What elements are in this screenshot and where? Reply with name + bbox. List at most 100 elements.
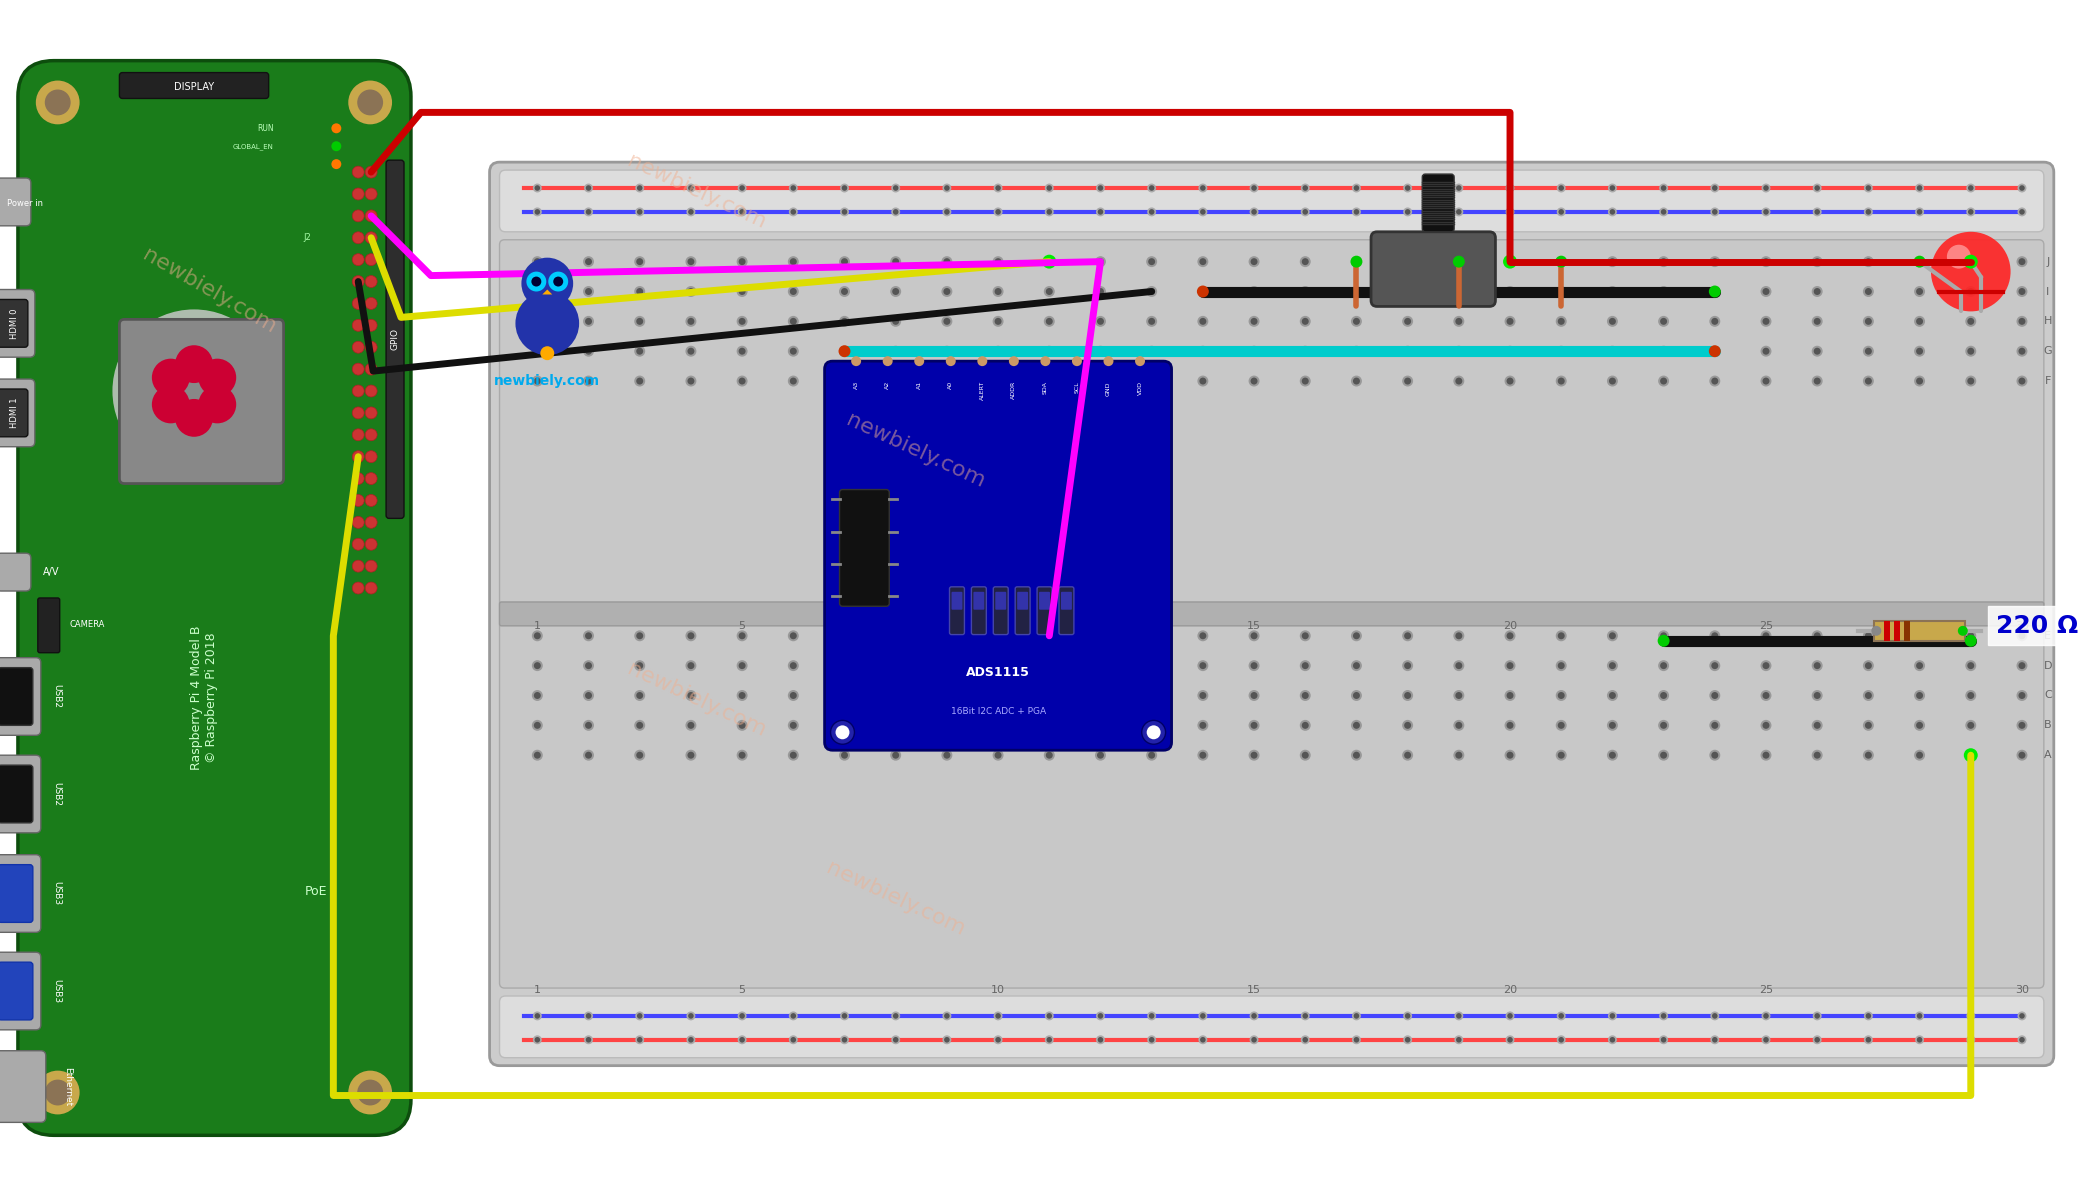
Circle shape bbox=[1406, 1037, 1410, 1043]
Circle shape bbox=[636, 183, 644, 192]
Circle shape bbox=[1351, 255, 1362, 267]
Circle shape bbox=[992, 257, 1004, 267]
Circle shape bbox=[1556, 690, 1567, 701]
Circle shape bbox=[1454, 750, 1464, 760]
Circle shape bbox=[1506, 258, 1513, 265]
Bar bbox=[1904, 621, 1910, 640]
Text: 15: 15 bbox=[1247, 985, 1261, 996]
FancyBboxPatch shape bbox=[1015, 587, 1029, 634]
Circle shape bbox=[1404, 348, 1412, 355]
Circle shape bbox=[943, 318, 950, 324]
Circle shape bbox=[1914, 316, 1925, 327]
Circle shape bbox=[2019, 287, 2025, 295]
Circle shape bbox=[584, 183, 592, 192]
Circle shape bbox=[1201, 209, 1205, 215]
Circle shape bbox=[1872, 626, 1881, 636]
FancyBboxPatch shape bbox=[994, 587, 1008, 634]
Circle shape bbox=[1764, 752, 1770, 759]
Circle shape bbox=[1661, 258, 1667, 265]
Circle shape bbox=[941, 631, 952, 642]
Circle shape bbox=[113, 309, 276, 473]
Circle shape bbox=[1096, 287, 1105, 295]
Circle shape bbox=[738, 752, 745, 759]
Circle shape bbox=[586, 258, 592, 265]
Text: HDMI 0: HDMI 0 bbox=[10, 308, 19, 339]
Circle shape bbox=[893, 1013, 897, 1018]
Circle shape bbox=[1404, 722, 1412, 728]
Circle shape bbox=[351, 582, 364, 594]
Text: A0: A0 bbox=[948, 381, 954, 390]
Circle shape bbox=[891, 346, 902, 356]
Circle shape bbox=[1916, 348, 1923, 355]
Circle shape bbox=[1556, 1011, 1565, 1020]
Circle shape bbox=[366, 210, 377, 222]
Circle shape bbox=[1199, 378, 1207, 385]
Circle shape bbox=[789, 208, 797, 216]
Circle shape bbox=[533, 662, 542, 669]
Circle shape bbox=[2017, 286, 2027, 297]
Circle shape bbox=[1096, 378, 1105, 385]
Circle shape bbox=[738, 208, 747, 216]
Circle shape bbox=[1301, 208, 1310, 216]
Circle shape bbox=[1609, 693, 1615, 699]
Circle shape bbox=[1096, 632, 1105, 639]
Circle shape bbox=[1964, 720, 1977, 731]
Circle shape bbox=[1094, 750, 1107, 760]
Circle shape bbox=[686, 720, 697, 731]
Circle shape bbox=[839, 346, 851, 358]
Circle shape bbox=[636, 693, 642, 699]
Circle shape bbox=[1456, 185, 1462, 191]
Circle shape bbox=[1506, 1037, 1513, 1043]
Circle shape bbox=[1149, 378, 1155, 385]
Circle shape bbox=[1814, 752, 1820, 759]
Circle shape bbox=[1661, 185, 1667, 191]
Circle shape bbox=[994, 287, 1002, 295]
Text: CAMERA: CAMERA bbox=[69, 620, 105, 630]
Circle shape bbox=[1046, 1013, 1052, 1018]
Circle shape bbox=[1764, 378, 1770, 385]
Circle shape bbox=[1351, 375, 1362, 386]
Circle shape bbox=[1969, 185, 1973, 191]
Circle shape bbox=[351, 407, 364, 419]
Circle shape bbox=[1864, 287, 1872, 295]
Text: DISPLAY: DISPLAY bbox=[174, 82, 213, 91]
Circle shape bbox=[1199, 348, 1207, 355]
Circle shape bbox=[533, 1011, 542, 1020]
Circle shape bbox=[686, 1035, 695, 1044]
Circle shape bbox=[1607, 750, 1617, 760]
Circle shape bbox=[1914, 1011, 1925, 1020]
FancyBboxPatch shape bbox=[0, 379, 36, 447]
Circle shape bbox=[1709, 285, 1722, 297]
Circle shape bbox=[1916, 693, 1923, 699]
Circle shape bbox=[891, 1011, 900, 1020]
Bar bbox=[1885, 621, 1891, 640]
Circle shape bbox=[891, 632, 900, 639]
Circle shape bbox=[1964, 634, 1977, 646]
Circle shape bbox=[1812, 1011, 1822, 1020]
Circle shape bbox=[686, 346, 697, 356]
Circle shape bbox=[1864, 208, 1872, 216]
Circle shape bbox=[994, 662, 1002, 669]
Circle shape bbox=[1402, 690, 1412, 701]
Circle shape bbox=[1456, 662, 1462, 669]
Circle shape bbox=[1504, 661, 1515, 671]
FancyBboxPatch shape bbox=[0, 765, 33, 823]
Circle shape bbox=[1094, 346, 1107, 356]
Circle shape bbox=[1098, 1037, 1102, 1043]
Circle shape bbox=[531, 375, 542, 386]
Circle shape bbox=[1096, 1035, 1105, 1044]
Circle shape bbox=[1454, 257, 1464, 267]
Circle shape bbox=[1761, 631, 1772, 642]
Circle shape bbox=[1958, 626, 1969, 636]
Circle shape bbox=[688, 318, 695, 324]
Circle shape bbox=[2017, 1011, 2027, 1020]
Circle shape bbox=[1456, 722, 1462, 728]
Circle shape bbox=[521, 258, 573, 309]
Circle shape bbox=[1303, 209, 1308, 215]
Circle shape bbox=[1044, 1035, 1054, 1044]
Circle shape bbox=[791, 693, 797, 699]
FancyBboxPatch shape bbox=[0, 299, 27, 347]
Circle shape bbox=[533, 693, 542, 699]
Circle shape bbox=[1812, 750, 1822, 760]
Circle shape bbox=[1657, 634, 1669, 646]
